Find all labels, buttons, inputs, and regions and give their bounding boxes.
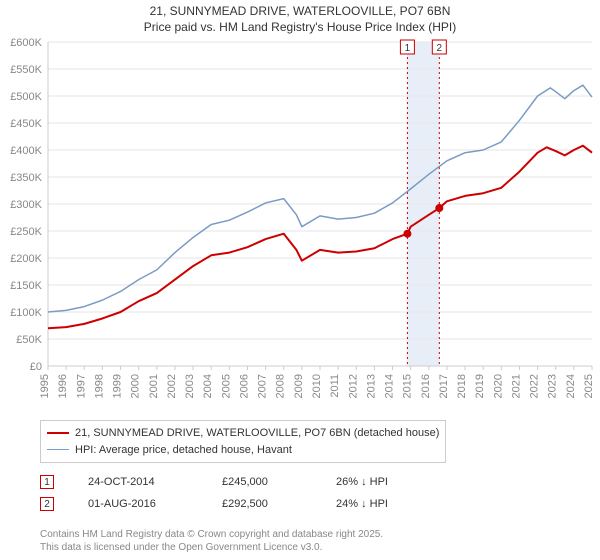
footer-line1: Contains HM Land Registry data © Crown c… [40,528,383,541]
svg-text:2000: 2000 [130,374,142,398]
title-line1: 21, SUNNYMEAD DRIVE, WATERLOOVILLE, PO7 … [0,4,600,20]
svg-text:2012: 2012 [347,374,359,398]
svg-text:2018: 2018 [456,374,468,398]
footer-attribution: Contains HM Land Registry data © Crown c… [40,528,383,554]
svg-text:2: 2 [437,43,443,54]
svg-text:1996: 1996 [57,374,69,398]
legend-box: 21, SUNNYMEAD DRIVE, WATERLOOVILLE, PO7 … [40,420,446,463]
svg-text:2025: 2025 [583,374,595,398]
svg-text:2022: 2022 [529,374,541,398]
sale-marker: 1 [40,475,54,489]
svg-text:2019: 2019 [474,374,486,398]
svg-text:2006: 2006 [238,374,250,398]
svg-text:1997: 1997 [75,374,87,398]
sale-delta: 24% ↓ HPI [336,498,436,510]
svg-text:2009: 2009 [293,374,305,398]
table-row: 2 01-AUG-2016 £292,500 24% ↓ HPI [40,493,580,515]
legend-label: HPI: Average price, detached house, Hava… [75,442,292,459]
svg-text:£0: £0 [30,361,42,373]
line-chart: £0 £50K £100K £150K £200K £250K £300K £350K £400… [0,36,600,416]
svg-text:2001: 2001 [148,374,160,398]
chart-area: £0 £50K £100K £150K £200K £250K £300K £350K £400… [0,36,600,416]
sale-price: £245,000 [222,476,312,488]
title-line2: Price paid vs. HM Land Registry's House … [0,20,600,36]
svg-text:£100K: £100K [10,307,42,319]
svg-text:2015: 2015 [402,374,414,398]
svg-text:£200K: £200K [10,253,42,265]
svg-text:1999: 1999 [112,374,124,398]
svg-text:2020: 2020 [492,374,504,398]
svg-text:£50K: £50K [16,334,42,346]
legend-item: HPI: Average price, detached house, Hava… [47,442,439,459]
svg-text:£600K: £600K [10,37,42,49]
table-row: 1 24-OCT-2014 £245,000 26% ↓ HPI [40,471,580,493]
sale-price: £292,500 [222,498,312,510]
legend-swatch [47,449,69,450]
sales-table: 1 24-OCT-2014 £245,000 26% ↓ HPI 2 01-AUG-201… [40,471,580,515]
sale-delta: 26% ↓ HPI [336,476,436,488]
svg-text:2024: 2024 [565,374,577,398]
sale-marker: 2 [40,497,54,511]
svg-text:2008: 2008 [275,374,287,398]
svg-text:1995: 1995 [39,374,51,398]
svg-text:2005: 2005 [220,374,232,398]
svg-text:2007: 2007 [257,374,269,398]
footer-line2: This data is licensed under the Open Gov… [40,541,383,554]
svg-text:2003: 2003 [184,374,196,398]
legend-item: 21, SUNNYMEAD DRIVE, WATERLOOVILLE, PO7 … [47,425,439,442]
svg-text:£400K: £400K [10,145,42,157]
legend-label: 21, SUNNYMEAD DRIVE, WATERLOOVILLE, PO7 … [75,425,439,442]
svg-text:2004: 2004 [202,374,214,398]
svg-text:£550K: £550K [10,64,42,76]
svg-text:£450K: £450K [10,118,42,130]
svg-text:£350K: £350K [10,172,42,184]
svg-text:2021: 2021 [510,374,522,398]
svg-text:2011: 2011 [329,374,341,398]
svg-text:1: 1 [405,43,411,54]
svg-text:2016: 2016 [420,374,432,398]
svg-text:2002: 2002 [166,374,178,398]
svg-text:£150K: £150K [10,280,42,292]
svg-text:2023: 2023 [547,374,559,398]
svg-text:£250K: £250K [10,226,42,238]
svg-text:1998: 1998 [93,374,105,398]
svg-text:2014: 2014 [384,374,396,398]
sale-date: 01-AUG-2016 [88,498,198,510]
svg-text:2013: 2013 [365,374,377,398]
legend-and-table: 21, SUNNYMEAD DRIVE, WATERLOOVILLE, PO7 … [40,420,580,515]
chart-title: 21, SUNNYMEAD DRIVE, WATERLOOVILLE, PO7 … [0,0,600,35]
svg-text:2010: 2010 [311,374,323,398]
svg-text:£300K: £300K [10,199,42,211]
legend-swatch [47,432,69,434]
sale-date: 24-OCT-2014 [88,476,198,488]
svg-text:£500K: £500K [10,91,42,103]
svg-text:2017: 2017 [438,374,450,398]
